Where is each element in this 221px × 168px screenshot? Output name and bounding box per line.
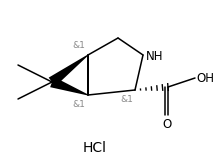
Text: OH: OH	[196, 72, 214, 85]
Text: HCl: HCl	[83, 141, 107, 155]
Text: &1: &1	[72, 100, 85, 109]
Text: &1: &1	[120, 95, 133, 104]
Text: NH: NH	[146, 50, 164, 62]
Text: &1: &1	[72, 41, 85, 50]
Polygon shape	[50, 77, 88, 95]
Text: O: O	[162, 118, 172, 131]
Polygon shape	[49, 55, 88, 86]
